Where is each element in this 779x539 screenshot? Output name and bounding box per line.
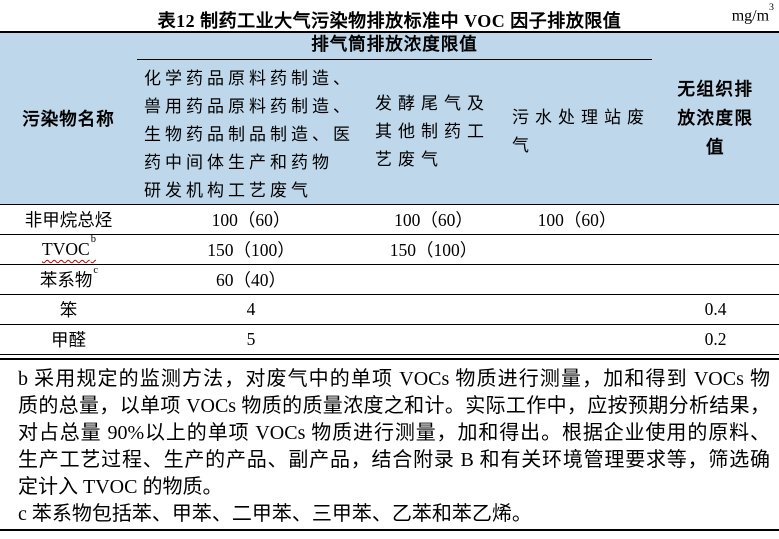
column-header-pollutant-name: 污染物名称 <box>22 109 115 129</box>
value-cell: 0.4 <box>704 299 727 319</box>
unit-label: mg/m3 <box>731 2 774 25</box>
column-header-wastewater-station-gas: 污水处理站废 气 <box>502 60 652 204</box>
value-cell: 100（60） <box>394 210 473 230</box>
header-line: 无组织排 <box>677 79 754 99</box>
value-cell: 100（60） <box>211 210 291 230</box>
header-line: 值 <box>706 137 725 157</box>
value-cell: 5 <box>246 329 256 349</box>
footnote-b-line: 对占总量 90%以上的单项 VOCs 物质进行测量，加和得出。根据企业使用的原料… <box>18 422 770 444</box>
footnote-b-line: 生产工艺过程、生产的产品、副产品，结合附录 B 和有关环境管理要求等，筛选确 <box>18 449 770 471</box>
footnote-c-line: c 苯系物包括苯、甲苯、二甲苯、三甲苯、乙苯和苯乙烯。 <box>18 503 532 525</box>
spellcheck-underline: TVOCb <box>42 234 96 259</box>
pollutant-name: 非甲烷总烃 <box>0 207 137 232</box>
value-cell: 150（100） <box>389 240 478 260</box>
header-line: 药中间体生产和药物 <box>144 153 333 172</box>
column-header-fugitive-emission-limit: 无组织排 放浓度限 值 <box>652 33 779 204</box>
header-line: 生物药品制品制造、医 <box>144 125 354 144</box>
header-line: 气 <box>512 136 535 155</box>
footnote-marker: b <box>90 234 96 246</box>
value-cell: 4 <box>246 299 256 319</box>
footnotes: b 采用规定的监测方法，对废气中的单项 VOCs 物质进行测量，加和得到 VOC… <box>0 360 779 528</box>
value-cell: 0.2 <box>704 329 727 349</box>
pollutant-name-text: 非甲烷总烃 <box>24 210 113 230</box>
footnote-b-line: b 采用规定的监测方法，对废气中的单项 VOCs 物质进行测量，加和得到 VOC… <box>18 368 770 390</box>
column-header-fermentation-tail-gas: 发酵尾气及 其他制药工 艺废气 <box>365 60 502 204</box>
column-header-chemical-api-waste-gas: 化学药品原料药制造、 兽用药品原料药制造、 生物药品制品制造、医 药中间体生产和… <box>137 60 365 204</box>
value-cell: 60（40） <box>216 270 286 290</box>
header-line: 艺废气 <box>375 150 444 169</box>
table-row-benzene-series: 苯系物c 60（40） <box>0 265 779 295</box>
table-row-nmhc: 非甲烷总烃 100（60） 100（60） 100（60） <box>0 205 779 235</box>
header-line: 其他制药工 <box>375 122 490 141</box>
header-line: 兽用药品原料药制造、 <box>144 97 354 116</box>
table-row-tvoc: TVOCb 150（100） 150（100） <box>0 234 779 265</box>
table-title: 表12 制药工业大气污染物排放标准中 VOC 因子排放限值 <box>157 11 622 31</box>
table-bottom-double-rule <box>0 355 779 360</box>
page-bottom-rule <box>0 529 779 531</box>
header-line: 研发机构工艺废气 <box>144 181 312 200</box>
table-row-benzene: 笨 4 0.4 <box>0 295 779 325</box>
value-cell: 150（100） <box>207 240 295 260</box>
header-line: 放浓度限 <box>677 108 754 128</box>
pollutant-name: 甲醛 <box>0 327 137 352</box>
pollutant-name: 笨 <box>0 297 137 322</box>
pollutant-name: TVOCb <box>0 234 137 260</box>
header-line: 化学药品原料药制造、 <box>144 69 354 88</box>
footnote-marker: c <box>93 265 99 277</box>
pollutant-name-text: TVOC <box>42 239 90 259</box>
pollutant-name-text: 笨 <box>59 300 78 320</box>
unit-base: mg/m <box>731 7 770 25</box>
title-row: 表12 制药工业大气污染物排放标准中 VOC 因子排放限值 mg/m3 <box>0 0 779 31</box>
table-header: 污染物名称 排气筒排放浓度限值 化学药品原料药制造、 兽用药品原料药制造、 生物… <box>0 31 779 205</box>
header-line: 污水处理站废 <box>512 108 650 127</box>
pollutant-name-text: 甲醛 <box>51 330 86 350</box>
footnote-b-line: 定计入 TVOC 的物质。 <box>18 476 223 498</box>
pollutant-name-text: 苯系物 <box>39 270 93 290</box>
header-line: 发酵尾气及 <box>375 94 490 113</box>
table-row-formaldehyde: 甲醛 5 0.2 <box>0 325 779 355</box>
pollutant-name: 苯系物c <box>0 265 137 292</box>
unit-superscript: 3 <box>769 2 774 13</box>
footnote-b-line: 质的总量，以单项 VOCs 物质的质量浓度之和计。实际工作中，应按预期分析结果， <box>18 395 770 417</box>
column-group-header-stack-limits: 排气筒排放浓度限值 <box>137 33 652 60</box>
value-cell: 100（60） <box>537 210 617 230</box>
